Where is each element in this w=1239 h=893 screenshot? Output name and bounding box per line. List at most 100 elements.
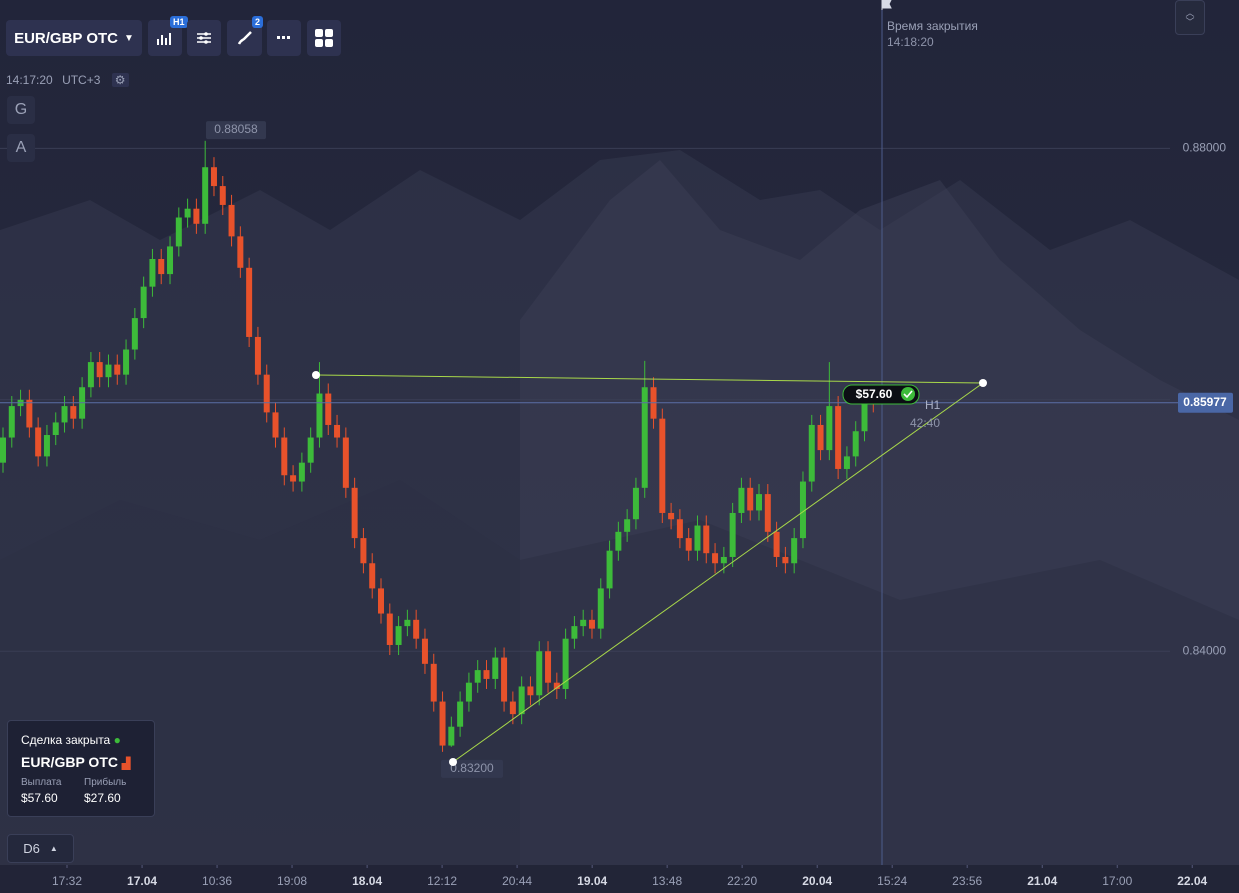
trend-icon: ▟ bbox=[121, 758, 131, 770]
candle-body bbox=[668, 512, 675, 520]
x-tick-label: 19:08 bbox=[277, 874, 307, 888]
candle-body bbox=[597, 588, 604, 629]
title-text: Сделка закрыта bbox=[21, 733, 111, 747]
trend-handle[interactable] bbox=[449, 758, 457, 766]
candle-body bbox=[676, 519, 683, 539]
x-tick-label: 19.04 bbox=[577, 874, 607, 888]
chevron: ︿ bbox=[1185, 7, 1195, 18]
clock-row: 14:17:20 UTC+3 ⚙ bbox=[6, 73, 129, 87]
asset-selector[interactable]: EUR/GBP OTC ▼ bbox=[6, 20, 142, 56]
candle-body bbox=[518, 686, 525, 715]
candle-body bbox=[641, 387, 648, 488]
candle-body bbox=[615, 531, 622, 551]
candle-body bbox=[263, 374, 270, 413]
candle-body bbox=[747, 487, 754, 511]
x-tick-label: 17:32 bbox=[52, 874, 82, 888]
candle-body bbox=[536, 651, 543, 696]
period-selector[interactable]: D6 ▲ bbox=[7, 834, 74, 863]
candle-body bbox=[571, 626, 578, 639]
candle-body bbox=[316, 393, 323, 438]
profit-label: Прибыль bbox=[84, 777, 127, 788]
candle-body bbox=[545, 651, 552, 683]
candle-body bbox=[624, 519, 631, 532]
candle-body bbox=[281, 437, 288, 476]
icon bbox=[315, 29, 333, 47]
candle-body bbox=[202, 167, 209, 224]
x-tick-label: 20.04 bbox=[802, 874, 832, 888]
candle-body bbox=[307, 437, 314, 463]
side-button[interactable]: G bbox=[7, 96, 35, 124]
trend-handle[interactable] bbox=[979, 379, 987, 387]
more-button[interactable] bbox=[267, 20, 301, 56]
x-tick-label: 15:24 bbox=[877, 874, 907, 888]
icon bbox=[277, 36, 290, 39]
low-tag bbox=[441, 759, 503, 778]
candle-body bbox=[114, 364, 121, 375]
candle-body bbox=[43, 435, 50, 457]
candle-body bbox=[184, 208, 191, 218]
candle-body bbox=[474, 670, 481, 683]
candle-body bbox=[26, 399, 33, 428]
candle-body bbox=[35, 427, 42, 457]
candle-body bbox=[290, 475, 297, 482]
trend-handle[interactable] bbox=[312, 371, 320, 379]
x-tick-label: 10:36 bbox=[202, 874, 232, 888]
candle-body bbox=[87, 362, 94, 388]
y-tick-label: 0.88000 bbox=[1183, 141, 1227, 155]
candle-body bbox=[588, 619, 595, 629]
caret: ▼ bbox=[124, 32, 134, 44]
icon bbox=[157, 33, 171, 45]
candle-body bbox=[246, 267, 253, 337]
asset-text: EUR/GBP OTC bbox=[21, 754, 118, 770]
candle-body bbox=[720, 556, 727, 564]
x-tick-label: 22:20 bbox=[727, 874, 757, 888]
chevron: ﹀ bbox=[1185, 16, 1195, 27]
candle-body bbox=[0, 437, 6, 463]
candle-body bbox=[298, 462, 305, 482]
timeframe-badge: H1 bbox=[170, 16, 188, 28]
x-tick-label: 12:12 bbox=[427, 874, 457, 888]
indicators-button[interactable] bbox=[187, 20, 221, 56]
candle-body bbox=[52, 422, 59, 436]
candle-body bbox=[8, 406, 15, 438]
deal-panel-asset: EUR/GBP OTC ▟ bbox=[21, 754, 130, 770]
deal-timeframe: H1 bbox=[925, 398, 941, 412]
candle-body bbox=[61, 406, 68, 423]
x-tick-label: 13:48 bbox=[652, 874, 682, 888]
candle-body bbox=[237, 236, 244, 268]
candle-body bbox=[430, 663, 437, 702]
candle-body bbox=[527, 686, 534, 696]
candle-body bbox=[404, 619, 411, 627]
candle-body bbox=[835, 406, 842, 469]
deal-panel-title: Сделка закрыта ● bbox=[21, 733, 121, 747]
candle-body bbox=[334, 424, 341, 438]
candle-body bbox=[465, 682, 472, 702]
candle-body bbox=[764, 494, 771, 532]
candle-body bbox=[492, 657, 499, 679]
candle-body bbox=[685, 538, 692, 551]
candle-body bbox=[632, 487, 639, 520]
candle-body bbox=[105, 364, 112, 378]
layout-button[interactable] bbox=[307, 20, 341, 56]
current-price-tag bbox=[1178, 392, 1233, 413]
timezone: UTC+3 bbox=[62, 73, 101, 87]
candle-body bbox=[448, 726, 455, 746]
period: D6 bbox=[23, 841, 40, 856]
deal-tag[interactable] bbox=[842, 384, 920, 405]
side-button[interactable]: A bbox=[7, 134, 35, 162]
trend-line bbox=[315, 374, 984, 384]
candle-body bbox=[70, 406, 77, 419]
collapse-button[interactable]: ︿ ﹀ bbox=[1175, 0, 1205, 35]
high-tag bbox=[206, 121, 266, 140]
x-tick-label: 17:00 bbox=[1102, 874, 1132, 888]
x-tick-label: 22.04 bbox=[1177, 874, 1207, 888]
deal-amount: $57.60 bbox=[856, 387, 893, 401]
candle-body bbox=[325, 393, 332, 425]
close-time: 14:18:20 bbox=[887, 35, 934, 49]
settings-icon[interactable]: ⚙ bbox=[111, 73, 129, 87]
candle-body bbox=[817, 424, 824, 451]
candle-body bbox=[395, 626, 402, 645]
candle-body bbox=[219, 186, 226, 205]
candle-body bbox=[413, 619, 420, 639]
deal-panel: Сделка закрыта ● EUR/GBP OTC ▟ Выплата П… bbox=[7, 720, 155, 817]
